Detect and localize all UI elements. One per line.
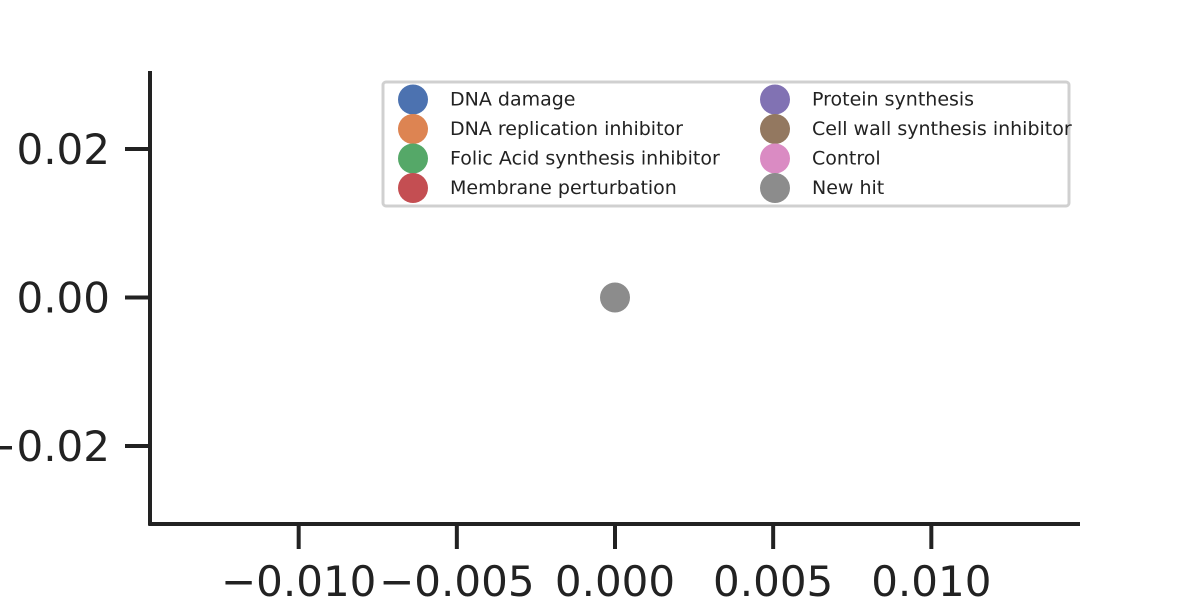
data-points — [600, 282, 630, 313]
legend-label: Cell wall synthesis inhibitor — [812, 118, 1072, 140]
legend-marker — [760, 143, 790, 174]
legend-label: DNA replication inhibitor — [450, 118, 683, 140]
legend-label: Control — [812, 148, 881, 170]
legend-marker — [760, 173, 790, 203]
x-tick-label: 0.000 — [555, 557, 675, 600]
legend-label: New hit — [812, 177, 884, 199]
legend-marker — [398, 84, 428, 115]
legend-marker — [760, 114, 790, 144]
x-tick-label: −0.010 — [221, 557, 376, 600]
x-tick-label: −0.005 — [379, 557, 534, 600]
legend-label: Protein synthesis — [812, 89, 974, 111]
legend-marker — [398, 143, 428, 174]
axes: −0.010−0.005 0.000 0.005 0.010 0.02 0.00 −0.02 — [0, 71, 1080, 604]
legend-label: Folic Acid synthesis inhibitor — [450, 148, 720, 170]
legend-marker — [760, 84, 790, 115]
legend-label: DNA damage — [450, 89, 576, 111]
legend-marker — [398, 173, 428, 203]
y-tick-label: 0.00 — [16, 274, 110, 323]
y-tick-label: −0.02 — [0, 422, 110, 471]
legend-box — [381, 80, 1071, 208]
y-tick-label: 0.02 — [16, 125, 110, 174]
legend: DNA damage DNA replication inhibitor Folic… — [381, 80, 1072, 208]
legend-marker — [398, 114, 428, 144]
data-point — [600, 282, 630, 313]
x-tick-label: 0.005 — [713, 557, 833, 600]
x-tick-label: 0.010 — [871, 557, 991, 600]
legend-label: Membrane perturbation — [450, 177, 677, 199]
